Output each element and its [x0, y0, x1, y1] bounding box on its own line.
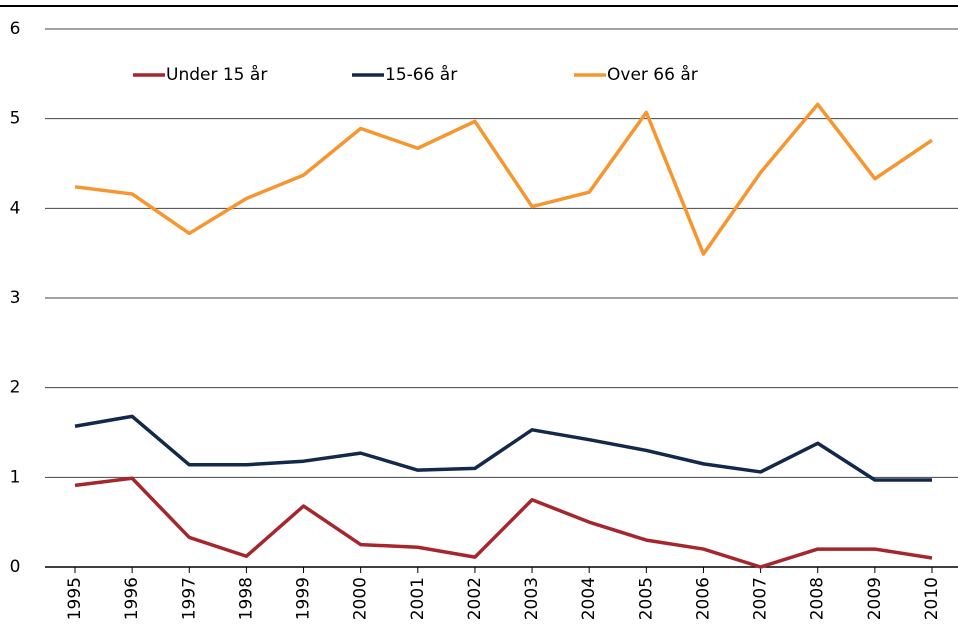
legend-label: Over 66 år — [607, 64, 698, 85]
y-tick-label: 3 — [10, 288, 21, 308]
legend-label: 15-66 år — [385, 64, 457, 85]
y-tick-label: 6 — [10, 19, 21, 39]
x-tick-label: 1996 — [122, 577, 142, 620]
series-line — [74, 102, 933, 256]
y-tick-label: 0 — [10, 557, 21, 577]
x-tick-label: 2000 — [351, 577, 371, 620]
y-tick-label: 2 — [10, 378, 21, 398]
y-tick-label: 5 — [10, 109, 21, 129]
x-tick-label: 2007 — [751, 577, 771, 620]
x-tick-label: 2005 — [636, 577, 656, 620]
y-tick-label: 1 — [10, 467, 21, 487]
x-tick-label: 2006 — [693, 577, 713, 620]
x-tick-label: 2002 — [465, 577, 485, 620]
x-tick-label: 2010 — [922, 577, 942, 620]
x-tick-label: 1995 — [65, 577, 85, 620]
x-tick-label: 2003 — [522, 577, 542, 620]
x-tick-label: 2001 — [408, 577, 428, 620]
legend-label: Under 15 år — [166, 64, 267, 85]
y-tick-label: 4 — [10, 198, 21, 218]
series-line — [74, 414, 932, 482]
series-line — [74, 476, 933, 569]
x-tick-label: 1997 — [179, 577, 199, 620]
x-tick-label: 2008 — [808, 577, 828, 620]
x-tick-label: 2009 — [865, 577, 885, 620]
x-tick-label: 1999 — [294, 577, 314, 620]
x-tick-label: 2004 — [579, 577, 599, 620]
x-tick-label: 1998 — [236, 577, 256, 620]
